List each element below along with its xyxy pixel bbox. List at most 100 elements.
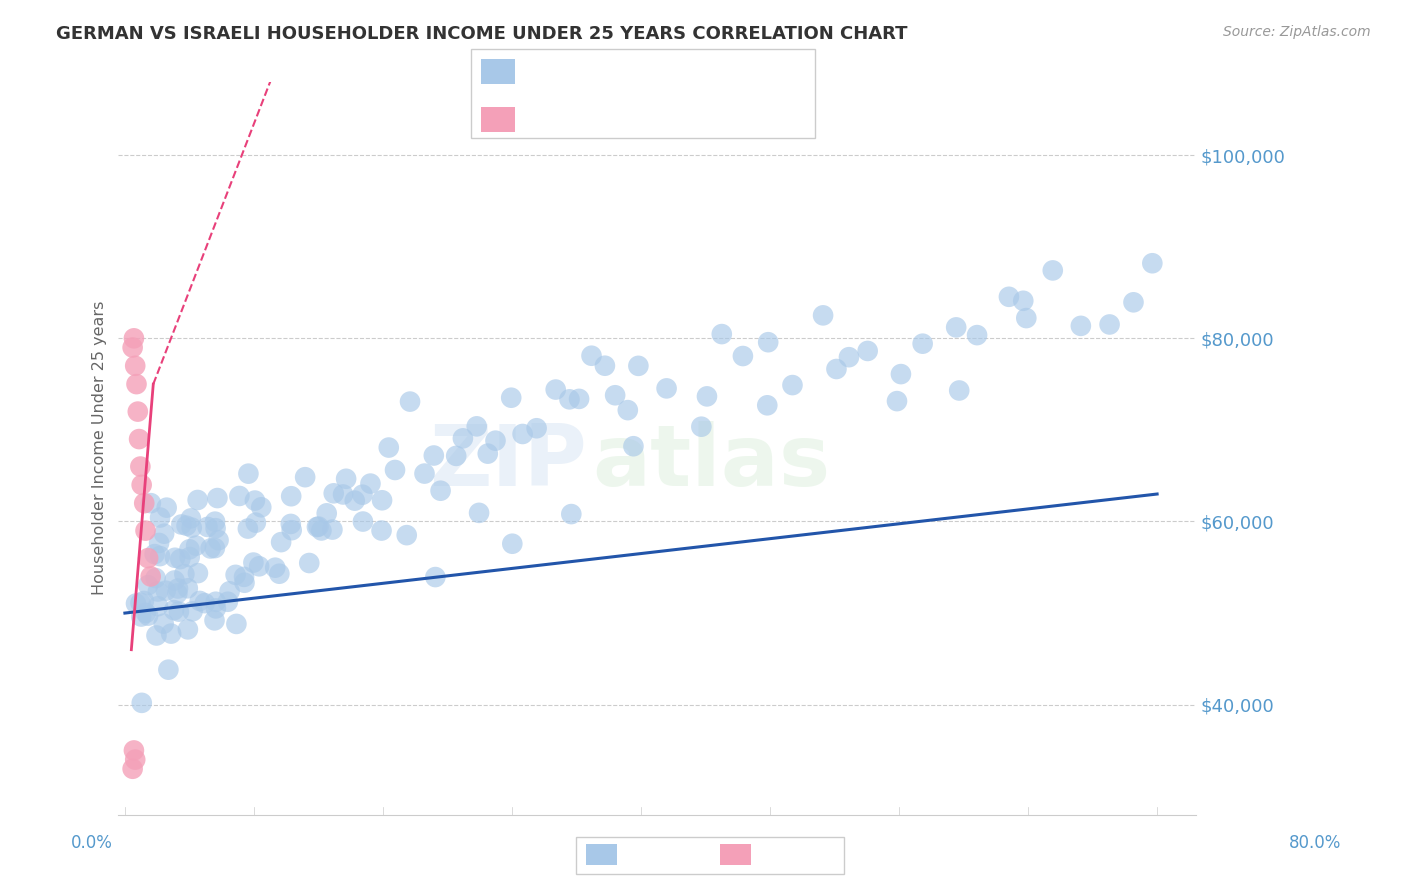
Point [181, 604, 204, 618]
Text: atlas: atlas [592, 421, 831, 504]
Point [233, 575, 256, 590]
Point [245, 516, 267, 530]
Point [145, 571, 167, 585]
Point [477, 447, 499, 461]
Point [332, 487, 354, 501]
Point [468, 506, 491, 520]
Point [160, 626, 183, 640]
Point [131, 696, 153, 710]
Point [135, 606, 157, 620]
Point [148, 536, 170, 550]
Text: R = 0.423   N =  15: R = 0.423 N = 15 [522, 96, 713, 114]
Point [163, 603, 186, 617]
Point [352, 488, 374, 502]
Point [250, 500, 273, 515]
Point [399, 394, 422, 409]
Point [451, 431, 474, 445]
Point [163, 574, 186, 588]
Point [180, 511, 202, 525]
Point [122, 743, 145, 757]
Point [217, 595, 239, 609]
Point [128, 432, 150, 446]
Point [129, 609, 152, 624]
Point [756, 398, 779, 412]
Point [187, 566, 209, 581]
Text: Israelis: Israelis [755, 844, 814, 862]
Point [544, 383, 567, 397]
Point [280, 523, 302, 537]
Point [139, 569, 162, 583]
Point [170, 517, 193, 532]
Point [484, 434, 506, 448]
Point [1012, 293, 1035, 308]
Point [194, 596, 217, 610]
Point [163, 550, 186, 565]
Point [623, 439, 645, 453]
Point [247, 559, 270, 574]
Point [121, 762, 143, 776]
Point [127, 404, 149, 418]
Point [966, 328, 988, 343]
Point [139, 496, 162, 510]
Point [146, 599, 169, 614]
Point [305, 520, 328, 534]
Point [207, 533, 229, 548]
Point [270, 535, 292, 549]
Point [315, 506, 337, 520]
Point [124, 359, 146, 373]
Point [153, 526, 176, 541]
Point [236, 522, 259, 536]
Point [1070, 318, 1092, 333]
Point [125, 597, 148, 611]
Point [149, 549, 172, 563]
Point [413, 467, 436, 481]
Point [121, 341, 143, 355]
Point [384, 463, 406, 477]
Point [512, 427, 534, 442]
Point [125, 377, 148, 392]
Point [465, 419, 488, 434]
Point [129, 459, 152, 474]
Point [311, 524, 333, 538]
Point [135, 524, 157, 538]
Point [856, 343, 879, 358]
Point [188, 594, 211, 608]
Point [233, 570, 256, 584]
Point [335, 472, 357, 486]
Point [167, 582, 190, 596]
Point [352, 515, 374, 529]
Point [1015, 311, 1038, 326]
Point [886, 394, 908, 409]
Point [343, 493, 366, 508]
Point [1122, 295, 1144, 310]
Point [429, 483, 451, 498]
Point [945, 320, 967, 334]
Point [371, 493, 394, 508]
Point [690, 419, 713, 434]
Point [1042, 263, 1064, 277]
Point [197, 520, 219, 534]
Point [998, 290, 1021, 304]
Point [207, 491, 229, 505]
Point [225, 567, 247, 582]
Point [560, 507, 582, 521]
Point [200, 541, 222, 556]
Point [710, 327, 733, 342]
Text: ZIP: ZIP [429, 421, 588, 504]
Point [156, 500, 179, 515]
Point [322, 486, 344, 500]
Point [280, 489, 302, 503]
Point [423, 449, 446, 463]
Point [838, 350, 860, 364]
Point [655, 381, 678, 395]
Point [425, 570, 447, 584]
Point [242, 556, 264, 570]
Point [204, 613, 226, 627]
Point [136, 578, 159, 592]
Point [157, 663, 180, 677]
Point [731, 349, 754, 363]
Point [378, 441, 401, 455]
Point [131, 478, 153, 492]
Point [395, 528, 418, 542]
Point [1142, 256, 1164, 270]
